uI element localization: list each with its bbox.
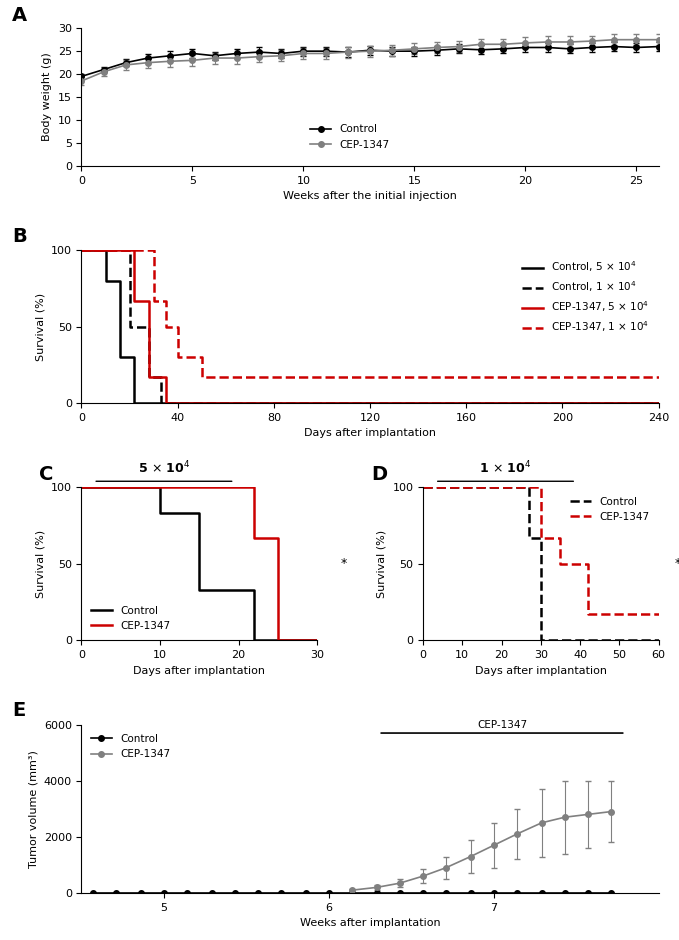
Text: 1 $\times$ 10$^4$: 1 $\times$ 10$^4$ [479,460,532,477]
Y-axis label: Survival (%): Survival (%) [35,292,45,361]
Y-axis label: Survival (%): Survival (%) [35,530,45,598]
Text: D: D [371,464,387,484]
X-axis label: Weeks after the initial injection: Weeks after the initial injection [283,191,457,201]
Text: B: B [12,227,27,246]
Y-axis label: Body weight (g): Body weight (g) [42,53,52,141]
Legend: Control, CEP-1347: Control, CEP-1347 [306,120,394,154]
Text: C: C [39,464,54,484]
X-axis label: Days after implantation: Days after implantation [133,666,265,676]
Legend: Control, 5 $\times$ 10$^4$, Control, 1 $\times$ 10$^4$, CEP-1347, 5 $\times$ 10$: Control, 5 $\times$ 10$^4$, Control, 1 $… [518,256,653,338]
Text: *: * [674,557,679,571]
Y-axis label: Survival (%): Survival (%) [377,530,387,598]
Text: E: E [12,701,26,720]
X-axis label: Days after implantation: Days after implantation [475,666,607,676]
Text: A: A [12,7,27,25]
Legend: Control, CEP-1347: Control, CEP-1347 [87,602,175,635]
X-axis label: Days after implantation: Days after implantation [304,429,436,438]
Text: 5 $\times$ 10$^4$: 5 $\times$ 10$^4$ [138,460,190,477]
Legend: Control, CEP-1347: Control, CEP-1347 [566,493,653,526]
Y-axis label: Tumor volume (mm³): Tumor volume (mm³) [28,750,38,868]
X-axis label: Weeks after implantation: Weeks after implantation [299,918,441,929]
Legend: Control, CEP-1347: Control, CEP-1347 [87,729,175,763]
Text: CEP-1347: CEP-1347 [477,720,527,730]
Text: *: * [341,557,347,571]
